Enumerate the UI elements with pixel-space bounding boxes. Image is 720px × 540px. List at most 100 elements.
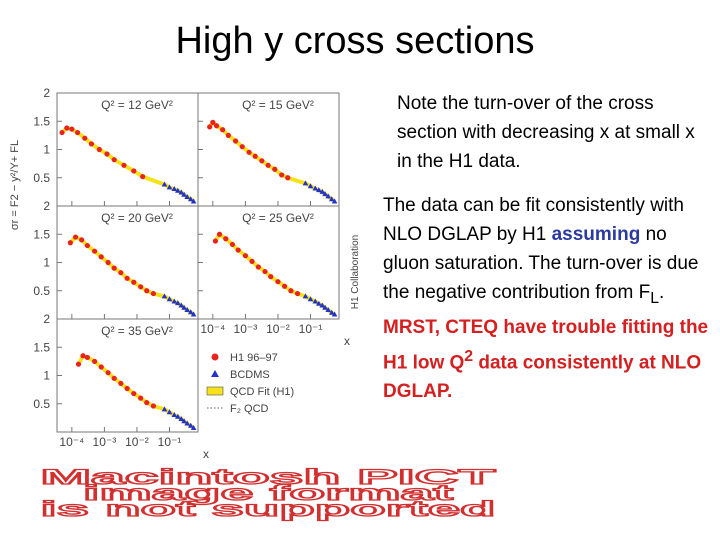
- h1-point: [225, 132, 231, 138]
- placeholder-text: image format: [83, 482, 453, 505]
- bcdms-point: [187, 422, 194, 428]
- bcdms-point: [181, 191, 187, 197]
- panel-label: Q² = 20 GeV²: [101, 211, 173, 225]
- y-tick-label: 0.5: [33, 397, 50, 411]
- h1-point: [275, 279, 281, 285]
- legend-bcdms: [211, 370, 219, 377]
- legend-label: H1 96–97: [230, 352, 278, 364]
- bcdms-point: [184, 306, 191, 312]
- y-tick-label: 1.5: [33, 114, 50, 128]
- h1-point: [223, 236, 229, 242]
- h1-point: [255, 264, 261, 270]
- placeholder-text: Macintosh PICT: [41, 466, 496, 489]
- h1-point: [98, 254, 104, 260]
- bcdms-point: [312, 185, 319, 191]
- collaboration-label: H1 Collaboration: [350, 235, 361, 310]
- h1-point: [74, 129, 81, 136]
- emphasis: MRST, CTEQ have trouble fitting the H1 l…: [383, 316, 709, 374]
- h1-point: [121, 162, 127, 168]
- emphasis: assuming: [551, 224, 641, 245]
- h1-point: [242, 253, 248, 259]
- h1-point: [91, 248, 98, 254]
- h1-point: [131, 279, 137, 285]
- bcdms-point: [175, 413, 181, 419]
- h1-point: [144, 288, 150, 294]
- bcdms-point: [184, 420, 191, 426]
- bcdms-point: [187, 196, 194, 202]
- h1-point: [268, 274, 274, 280]
- panel-label: Q² = 12 GeV²: [101, 98, 173, 112]
- h1-point: [150, 290, 157, 297]
- bcdms-point: [166, 409, 173, 415]
- y-tick-label: 2: [43, 312, 50, 326]
- bcdms-point: [175, 300, 181, 306]
- bcdms-point: [319, 302, 326, 308]
- bcdms-point: [166, 296, 173, 302]
- bcdms-point: [161, 181, 168, 187]
- y-tick-label: 1: [43, 256, 50, 270]
- legend-label: BCDMS: [230, 369, 270, 381]
- h1-point: [131, 390, 137, 397]
- text: .: [659, 282, 665, 303]
- h1-point: [111, 265, 117, 271]
- slide-title: High y cross sections: [175, 20, 535, 62]
- x-tick-label: 10⁻³: [93, 435, 117, 449]
- bcdms-point: [171, 412, 178, 418]
- h1-point: [98, 364, 104, 370]
- bcdms-point: [325, 306, 332, 312]
- panel-label: Q² = 35 GeV²: [101, 324, 173, 338]
- h1-point: [104, 151, 110, 157]
- h1-point: [72, 234, 79, 240]
- h1-point: [59, 129, 65, 136]
- y-tick-label: 0.5: [33, 284, 50, 298]
- y-axis-label: σr = F2 − y²/Y+ FL: [9, 140, 21, 230]
- bcdms-point: [331, 311, 338, 317]
- h1-point: [285, 175, 291, 181]
- bcdms-point: [325, 193, 332, 199]
- h1-point: [124, 385, 130, 392]
- x-tick-label: 10⁻³: [234, 322, 258, 336]
- h1-point: [80, 353, 86, 359]
- h1-point: [207, 124, 213, 130]
- h1-point: [220, 127, 226, 133]
- text: The data can be fit consistently with NL…: [383, 195, 684, 245]
- legend-fit: [206, 386, 224, 396]
- h1-point: [69, 126, 75, 132]
- h1-point: [138, 284, 144, 290]
- note-text: Note the turn-over of the cross section …: [397, 93, 695, 172]
- bcdms-point: [316, 187, 322, 193]
- h1-point: [105, 259, 111, 266]
- bcdms-point: [187, 309, 194, 315]
- h1-point: [79, 237, 85, 243]
- legend-label: QCD Fit (H1): [230, 386, 294, 398]
- h1-point: [105, 370, 111, 376]
- superscript: 2: [464, 347, 474, 365]
- bcdms-point: [178, 416, 185, 422]
- bcdms-point: [181, 418, 187, 424]
- bcdms-point: [171, 298, 178, 304]
- subscript: L: [650, 289, 660, 307]
- placeholder-text: is not supported: [41, 498, 496, 521]
- bcdms-point: [178, 302, 185, 308]
- bcdms-point: [181, 304, 187, 310]
- y-tick-label: 2: [43, 199, 50, 213]
- h1-point: [144, 400, 150, 406]
- h1-point: [239, 144, 245, 150]
- y-tick-label: 1: [43, 369, 50, 383]
- x-tick-label: 10⁻¹: [299, 322, 323, 336]
- h1-point: [91, 358, 98, 364]
- bcdms-point: [178, 189, 185, 195]
- legend-label: F₂ QCD: [230, 403, 269, 415]
- h1-point: [124, 275, 130, 281]
- y-tick-label: 1.5: [33, 340, 50, 354]
- emphasis: data consistently at NLO DGLAP.: [383, 352, 702, 403]
- h1-point: [262, 268, 268, 275]
- h1-point: [111, 157, 117, 163]
- h1-point: [265, 162, 271, 168]
- bcdms-point: [171, 186, 178, 192]
- bcdms-point: [319, 188, 326, 194]
- h1-point: [212, 238, 219, 244]
- panel-label: Q² = 15 GeV²: [242, 98, 314, 112]
